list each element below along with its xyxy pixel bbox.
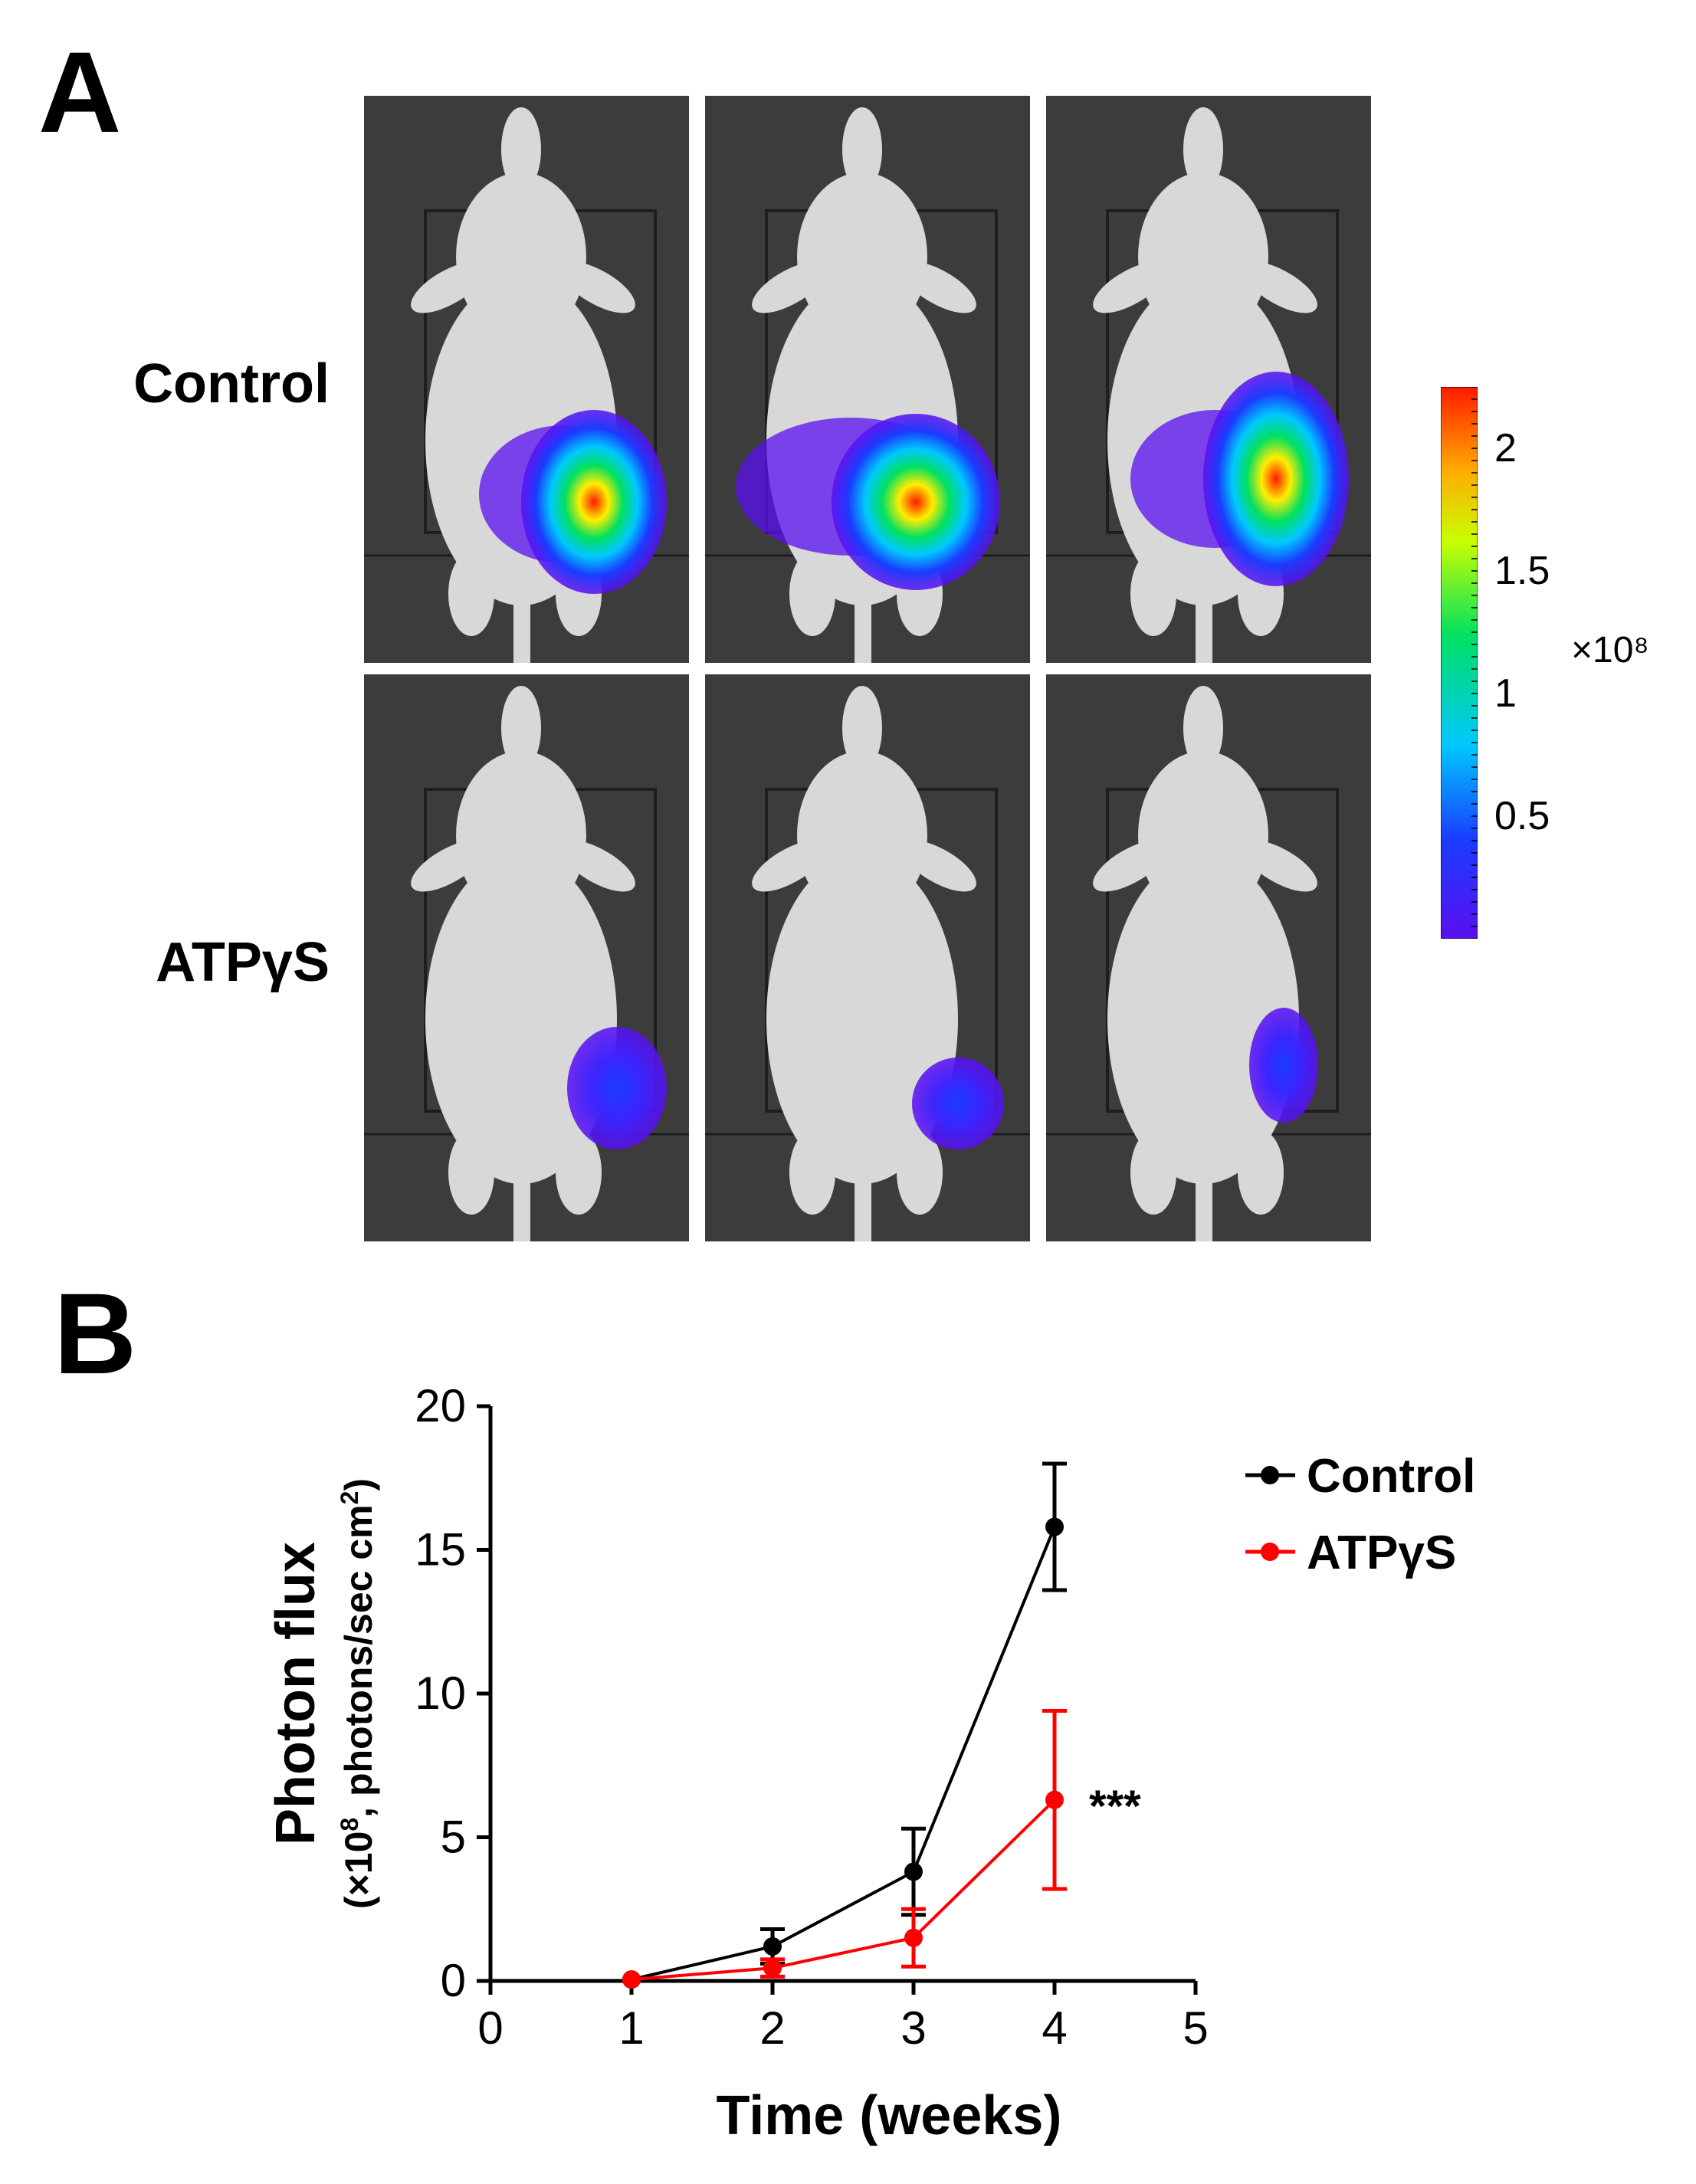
significance-annotation: *** [1089, 1782, 1141, 1831]
colorbar-unit: ×10⁸ [1571, 630, 1649, 671]
mouse-image-control-1 [364, 96, 689, 663]
legend-marker [1261, 1543, 1279, 1561]
y-tick-label: 15 [415, 1524, 466, 1576]
tumor-signal [832, 414, 1000, 590]
mouse-image-svg [364, 96, 689, 663]
x-tick-label: 3 [900, 2002, 926, 2054]
mouse-image-atpgs-1 [364, 674, 689, 1241]
mouse-image-control-3 [1046, 96, 1371, 663]
x-tick-label: 4 [1042, 2002, 1067, 2054]
x-tick-label: 2 [759, 2002, 785, 2054]
legend-label: Control [1307, 1450, 1475, 1503]
y-tick-label: 0 [441, 1955, 466, 2006]
y-axis-label: Photon flux [265, 1542, 326, 1845]
tumor-signal [567, 1027, 667, 1149]
data-point [904, 1928, 923, 1947]
data-point [904, 1862, 923, 1881]
tumor-signal [1203, 372, 1349, 586]
data-point [763, 1937, 782, 1956]
data-point [1045, 1517, 1064, 1536]
chart-axes [488, 1406, 1196, 1983]
colorbar-tick-label: 1.5 [1494, 549, 1550, 593]
legend-marker [1261, 1466, 1279, 1484]
mouse-image-svg [364, 674, 689, 1241]
series-0 [622, 1461, 1067, 1989]
tumor-signal [912, 1058, 1004, 1149]
y-tick-label: 20 [415, 1380, 466, 1431]
data-point [763, 1959, 782, 1978]
mouse-image-atpgs-3 [1046, 674, 1371, 1241]
panel-b-letter: B [54, 1269, 137, 1398]
mouse-silhouette [1093, 686, 1317, 1241]
x-tick-label: 1 [618, 2002, 644, 2054]
colorbar [1440, 386, 1478, 940]
row-label-atpgs: ATPγS [156, 932, 330, 993]
panel-a-letter: A [38, 28, 122, 156]
colorbar-tick-label: 2 [1494, 426, 1517, 471]
colorbar-gradient [1440, 386, 1478, 940]
series-1 [622, 1709, 1067, 1989]
mouse-image-svg [1046, 674, 1371, 1241]
chart-legend: Control ATPγS [1245, 1450, 1475, 1579]
mouse-silhouette [752, 686, 976, 1241]
x-axis-label: Time (weeks) [717, 2085, 1062, 2146]
x-tick-label: 0 [477, 2002, 503, 2054]
mouse-image-svg [1046, 96, 1371, 663]
tumor-signal [1249, 1008, 1318, 1123]
tumor-signal [521, 410, 667, 594]
series-line [631, 1526, 1056, 1982]
colorbar-tick-label: 1 [1494, 671, 1517, 716]
y-tick-label: 10 [415, 1668, 466, 1719]
mouse-image-control-2 [705, 96, 1030, 663]
legend-label: ATPγS [1307, 1527, 1456, 1579]
photon-flux-chart: 0 5 10 15 20 0 1 2 3 4 5 Control ATPγS *** Time (we… [265, 1380, 1475, 2146]
mouse-image-svg [705, 96, 1030, 663]
series-line [631, 1799, 1056, 1982]
y-axis-sublabel: (×108, photons/sec cm2) [336, 1478, 380, 1909]
colorbar-tick-label: 0.5 [1494, 794, 1550, 838]
mouse-image-atpgs-2 [705, 674, 1030, 1241]
chart-series [622, 1461, 1067, 1989]
row-label-control: Control [133, 353, 330, 415]
data-point [1045, 1790, 1064, 1809]
chart-ticks: 0 5 10 15 20 0 1 2 3 4 5 [415, 1380, 1208, 2054]
x-tick-label: 5 [1183, 2002, 1208, 2054]
y-tick-label: 5 [441, 1812, 466, 1863]
data-point [622, 1970, 641, 1989]
mouse-image-svg [705, 674, 1030, 1241]
